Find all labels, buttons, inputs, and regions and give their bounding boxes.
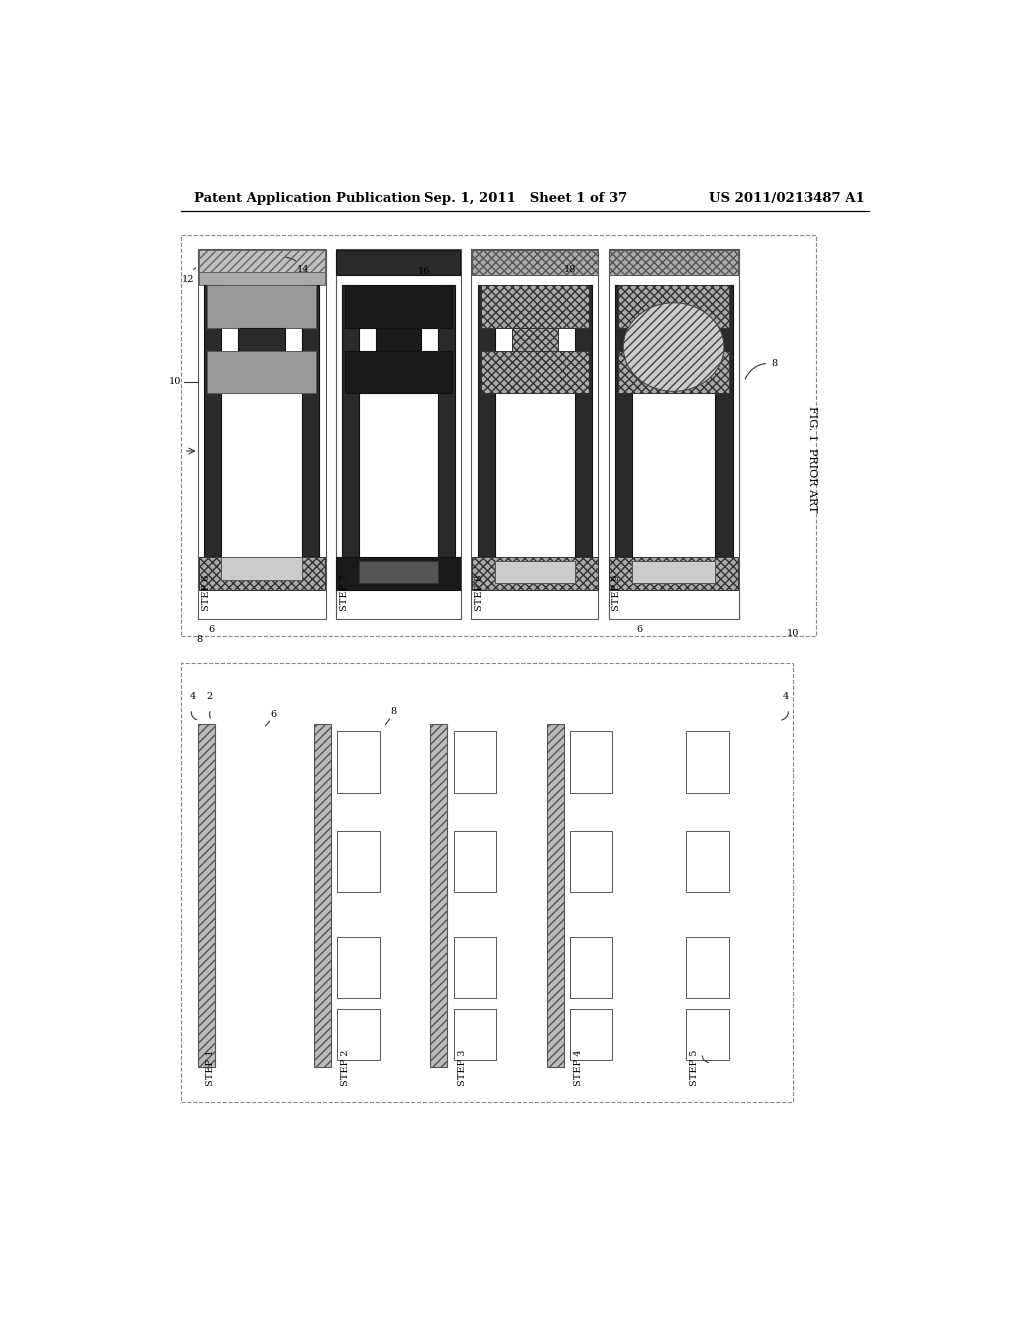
- Bar: [337, 249, 461, 275]
- Bar: [337, 830, 380, 892]
- Text: STEP 4: STEP 4: [573, 1049, 583, 1086]
- Bar: [376, 327, 421, 351]
- Bar: [609, 557, 738, 590]
- Bar: [207, 351, 316, 393]
- Text: FIG. 1  PRIOR ART: FIG. 1 PRIOR ART: [807, 405, 816, 512]
- Text: Sep. 1, 2011   Sheet 1 of 37: Sep. 1, 2011 Sheet 1 of 37: [424, 191, 628, 205]
- Text: STEP 7: STEP 7: [340, 574, 348, 611]
- Bar: [454, 937, 496, 998]
- Bar: [609, 249, 738, 275]
- Bar: [495, 561, 575, 582]
- Text: 6: 6: [209, 624, 215, 634]
- Text: 4: 4: [189, 692, 197, 701]
- Text: 8: 8: [197, 635, 203, 644]
- Bar: [686, 731, 729, 793]
- Bar: [337, 731, 380, 793]
- Bar: [430, 725, 447, 1067]
- Bar: [302, 285, 319, 557]
- Bar: [198, 725, 215, 1067]
- Bar: [569, 937, 612, 998]
- Bar: [345, 351, 452, 393]
- Bar: [686, 937, 729, 998]
- Bar: [238, 327, 286, 351]
- Bar: [438, 285, 455, 557]
- Bar: [199, 557, 325, 590]
- Bar: [686, 830, 729, 892]
- Bar: [337, 557, 461, 590]
- Text: 8: 8: [390, 708, 396, 717]
- Text: 8: 8: [745, 359, 777, 379]
- Bar: [575, 285, 592, 557]
- Bar: [512, 327, 558, 351]
- Bar: [454, 731, 496, 793]
- Bar: [199, 249, 325, 272]
- Bar: [314, 725, 331, 1067]
- Text: 12: 12: [182, 268, 196, 284]
- Text: 14: 14: [286, 257, 309, 275]
- Bar: [345, 285, 452, 327]
- Bar: [649, 327, 698, 351]
- Bar: [454, 830, 496, 892]
- Bar: [342, 285, 359, 557]
- Text: STEP 8: STEP 8: [475, 574, 484, 611]
- Bar: [337, 1008, 380, 1060]
- Bar: [686, 1008, 729, 1060]
- Text: STEP 3: STEP 3: [458, 1049, 467, 1086]
- Bar: [454, 1008, 496, 1060]
- Text: STEP 1: STEP 1: [206, 1049, 215, 1086]
- Bar: [472, 249, 598, 275]
- Text: 16: 16: [418, 259, 430, 276]
- Text: STEP 5: STEP 5: [690, 1049, 699, 1086]
- Bar: [207, 285, 316, 327]
- Ellipse shape: [624, 302, 724, 391]
- Text: 10: 10: [168, 378, 180, 387]
- Bar: [632, 561, 716, 582]
- Bar: [547, 725, 563, 1067]
- Text: 2: 2: [206, 692, 213, 701]
- Bar: [617, 285, 729, 327]
- Bar: [180, 235, 816, 636]
- Bar: [569, 731, 612, 793]
- Bar: [337, 937, 380, 998]
- Bar: [480, 351, 589, 393]
- Bar: [221, 557, 302, 581]
- Text: US 2011/0213487 A1: US 2011/0213487 A1: [710, 191, 865, 205]
- Bar: [198, 249, 326, 619]
- Bar: [336, 249, 461, 619]
- Bar: [617, 351, 729, 393]
- Bar: [477, 285, 495, 557]
- Text: 4: 4: [783, 692, 790, 701]
- Text: 18: 18: [563, 259, 575, 275]
- Bar: [471, 249, 598, 619]
- Text: STEP 2: STEP 2: [341, 1049, 350, 1086]
- Bar: [359, 561, 438, 582]
- Bar: [614, 285, 632, 557]
- Text: 6: 6: [637, 624, 643, 634]
- Text: STEP 6: STEP 6: [202, 574, 211, 611]
- Bar: [180, 663, 793, 1102]
- Bar: [608, 249, 738, 619]
- Bar: [569, 1008, 612, 1060]
- Bar: [199, 272, 325, 285]
- Text: 10: 10: [786, 628, 799, 638]
- Bar: [569, 830, 612, 892]
- Bar: [480, 285, 589, 327]
- Text: 6: 6: [270, 710, 276, 718]
- Bar: [472, 557, 598, 590]
- Bar: [204, 285, 221, 557]
- Text: STEP 9: STEP 9: [612, 574, 622, 611]
- Text: Patent Application Publication: Patent Application Publication: [194, 191, 421, 205]
- Bar: [716, 285, 732, 557]
